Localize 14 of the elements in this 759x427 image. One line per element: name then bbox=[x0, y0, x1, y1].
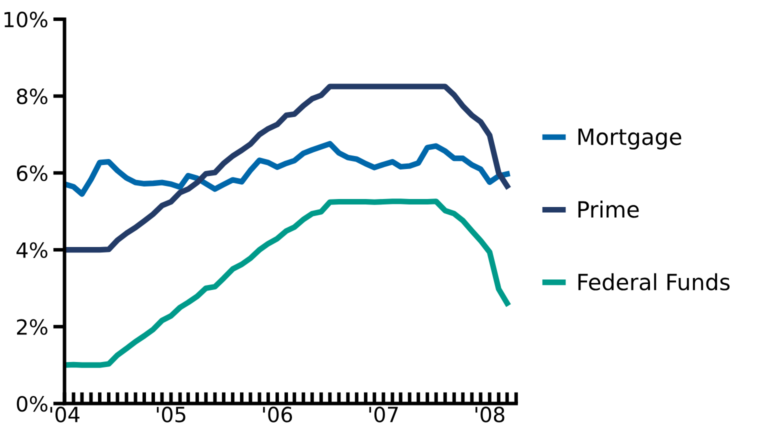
x-tick-label: '06 bbox=[263, 406, 292, 422]
y-tick-label: 4% bbox=[16, 242, 48, 258]
x-tick-label: '07 bbox=[369, 406, 398, 422]
y-tick-label: 2% bbox=[17, 319, 48, 335]
legend-label: Mortgage bbox=[578, 128, 682, 150]
x-tick-label: '08 bbox=[476, 406, 504, 422]
legend-label: Federal Funds bbox=[578, 273, 730, 290]
y-tick-label: 8% bbox=[16, 88, 48, 104]
x-tick-label: '04 bbox=[50, 406, 80, 422]
y-tick-label: 0% bbox=[16, 396, 48, 412]
legend-label: Prime bbox=[578, 200, 639, 218]
y-tick-label: 6% bbox=[16, 165, 48, 182]
y-tick-label: 10% bbox=[4, 12, 48, 28]
x-tick-label: '05 bbox=[156, 406, 186, 422]
